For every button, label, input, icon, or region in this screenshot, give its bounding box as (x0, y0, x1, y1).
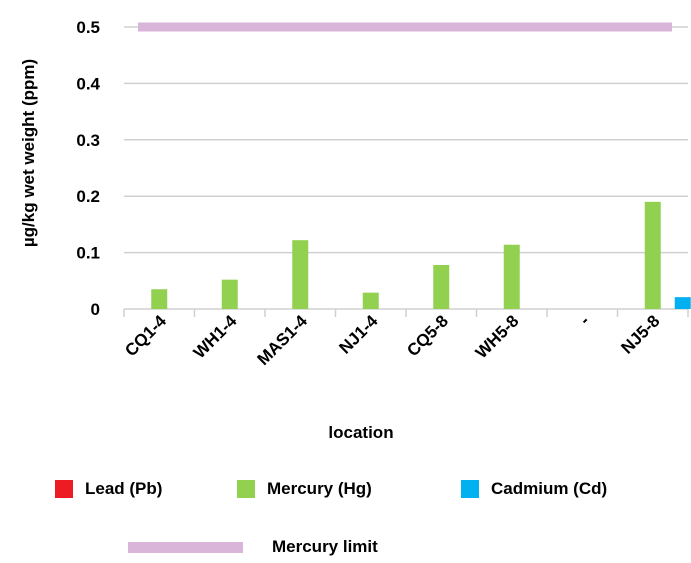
mercury-hg-bar (151, 289, 168, 309)
x-tick-label: WH5-8 (472, 311, 523, 362)
x-tick-label: WH1-4 (190, 311, 241, 362)
mercury-hg-bar (433, 265, 450, 309)
x-tick-label: NJ5-8 (617, 311, 663, 357)
legend-mercury-swatch (237, 480, 255, 498)
mercury-hg-bar (362, 292, 379, 309)
legend-mercury-label: Mercury (Hg) (267, 479, 372, 498)
x-tick-label: NJ1-4 (335, 311, 382, 358)
mercury-hg-bar (503, 244, 520, 309)
legend-lead-label: Lead (Pb) (85, 479, 163, 498)
mercury-hg-bar (644, 201, 661, 309)
y-tick-label: 0.5 (76, 18, 100, 37)
y-tick-label: 0.3 (76, 131, 100, 150)
legend-cadmium-label: Cadmium (Cd) (491, 479, 608, 498)
legend-cadmium-swatch (461, 480, 479, 498)
cadmium-cd-bar (674, 297, 691, 309)
y-tick-label: 0 (91, 300, 100, 319)
bars (151, 201, 691, 309)
y-axis-title: µg/kg wet weight (ppm) (19, 59, 38, 247)
legend-lead-swatch (55, 480, 73, 498)
x-tick-label: CQ1-4 (121, 311, 170, 360)
legend-mercury-limit: Mercury limit (128, 537, 378, 557)
gridlines (124, 26, 688, 310)
legend-mercury: Mercury (Hg) (237, 479, 372, 499)
x-tick-label: CQ5-8 (403, 311, 452, 360)
y-axis-ticks: 0 0.1 0.2 0.3 0.4 0.5 (76, 18, 100, 319)
x-axis-title: location (328, 423, 393, 442)
legend-lead: Lead (Pb) (55, 479, 162, 499)
x-tick-label: - (576, 311, 593, 328)
x-tick-label: MAS1-4 (254, 311, 312, 369)
legend-mercury-limit-swatch (128, 541, 243, 553)
mercury-hg-bar (292, 240, 309, 309)
legend-mercury-limit-label: Mercury limit (272, 537, 378, 556)
y-tick-label: 0.4 (76, 74, 100, 93)
legend-cadmium: Cadmium (Cd) (461, 479, 607, 499)
x-axis-ticks: CQ1-4 WH1-4 MAS1-4 NJ1-4 CQ5-8 WH5-8 - NJ5-8 (121, 309, 689, 369)
mercury-hg-bar (221, 279, 238, 309)
y-tick-label: 0.1 (76, 244, 100, 263)
y-tick-label: 0.2 (76, 187, 100, 206)
